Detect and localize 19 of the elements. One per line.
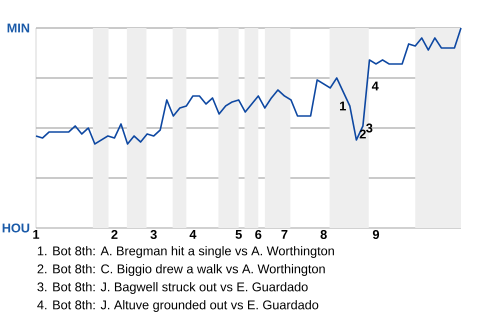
x-tick-label: 8 [320, 230, 327, 239]
x-tick-label: 2 [111, 230, 118, 239]
x-tick-label: 1 [33, 230, 40, 239]
text: 1. Bot 8th: A. Bregman hit a single vs A. Worthington [38, 246, 334, 258]
x-tick-label: 6 [255, 230, 262, 239]
x-tick-label: 5 [236, 230, 242, 239]
text: 4. Bot 8th: J. Altuve grounded out vs E. Guardado [37, 300, 318, 312]
x-tick-label: 7 [281, 230, 288, 239]
text: HOU [2, 224, 30, 232]
x-tick-label: 9 [372, 230, 380, 239]
annotation: 2 [360, 130, 366, 138]
text: 2. Bot 8th: C. Biggio drew a walk vs A. Worthington [38, 264, 325, 276]
text: MIN [8, 24, 30, 32]
annotation: 1 [340, 102, 346, 110]
annotation: 4 [372, 82, 379, 90]
annotation: 3 [366, 123, 372, 132]
x-tick-label: 3 [150, 230, 157, 240]
x-tick-label: 4 [190, 230, 196, 239]
text: 3. Bot 8th: J. Bagwell struck out vs E. Guardado [37, 282, 308, 294]
